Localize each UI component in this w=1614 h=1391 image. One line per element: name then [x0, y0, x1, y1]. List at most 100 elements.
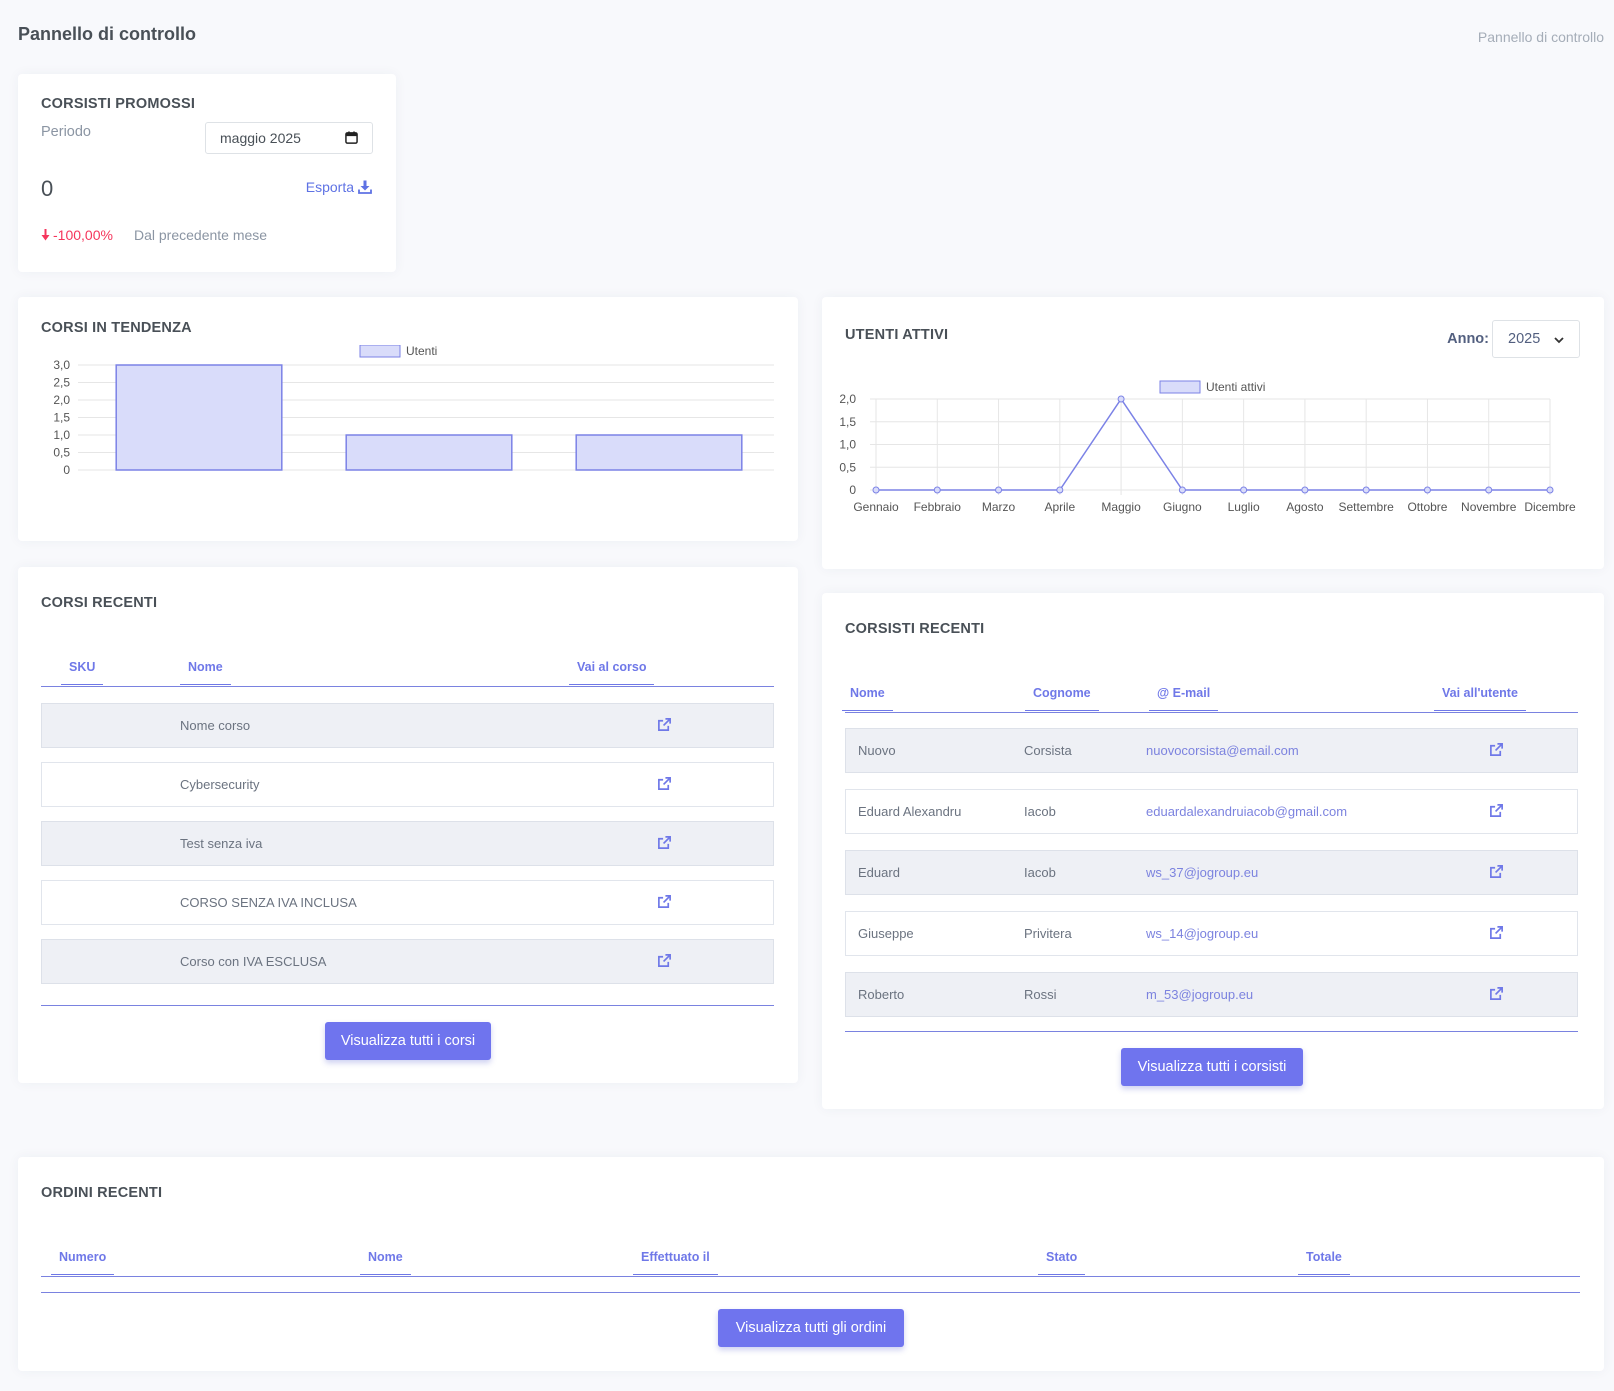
- breadcrumb[interactable]: Pannello di controllo: [1477, 29, 1604, 45]
- external-link-icon[interactable]: [657, 835, 672, 850]
- data-point[interactable]: [1056, 486, 1064, 494]
- course-name: Corso con IVA ESCLUSA: [180, 954, 327, 969]
- student-email[interactable]: ws_37@jogroup.eu: [1146, 865, 1259, 880]
- column-header-sku[interactable]: SKU: [61, 660, 104, 685]
- view-all-courses-button[interactable]: Visualizza tutti i corsi: [325, 1022, 491, 1060]
- student-email[interactable]: ws_14@jogroup.eu: [1146, 926, 1259, 941]
- course-name: Cybersecurity: [180, 777, 260, 792]
- student-email[interactable]: eduardalexandruiacob@gmail.com: [1146, 804, 1348, 819]
- x-tick-label: Settembre: [1339, 500, 1395, 514]
- data-point[interactable]: [1423, 486, 1431, 494]
- calendar-icon: [345, 131, 358, 144]
- column-header-vai-all-utente[interactable]: Vai all'utente: [1434, 686, 1526, 711]
- y-tick-label: 3,0: [53, 358, 70, 372]
- x-tick-label: Febbraio: [914, 500, 962, 514]
- legend-label: Utenti attivi: [1206, 380, 1265, 394]
- student-first-name: Eduard Alexandru: [858, 804, 962, 819]
- column-header-numero[interactable]: Numero: [51, 1250, 115, 1275]
- external-link-icon[interactable]: [1489, 742, 1504, 757]
- y-tick-label: 2,5: [53, 376, 70, 390]
- y-tick-label: 1,0: [839, 438, 856, 452]
- external-link-icon[interactable]: [1489, 986, 1504, 1001]
- external-link-icon[interactable]: [657, 894, 672, 909]
- column-header-nome[interactable]: Nome: [360, 1250, 411, 1275]
- external-link-icon[interactable]: [657, 776, 672, 791]
- student-email[interactable]: nuovocorsista@email.com: [1146, 743, 1299, 758]
- table-row: Nome corso: [41, 703, 774, 748]
- card-title: UTENTI ATTIVI: [845, 327, 949, 343]
- table-row: Corso con IVA ESCLUSA: [41, 939, 774, 984]
- table-row: Giuseppe Privitera ws_14@jogroup.eu: [845, 911, 1578, 956]
- column-header-totale[interactable]: Totale: [1298, 1250, 1350, 1275]
- course-name: CORSO SENZA IVA INCLUSA: [180, 895, 357, 910]
- export-link[interactable]: Esporta: [306, 179, 372, 195]
- trending-courses-card: CORSI IN TENDENZA Utenti 0 0,5 1,0 1,5 2,0 2,5…: [18, 297, 798, 541]
- external-link-icon[interactable]: [657, 717, 672, 732]
- data-point[interactable]: [933, 486, 941, 494]
- student-first-name: Nuovo: [858, 743, 896, 758]
- table-header-divider: [845, 712, 1578, 713]
- delta-value: -100,00%: [53, 227, 113, 243]
- recent-students-card: CORSISTI RECENTI Nome Cognome @ E-mail V…: [822, 593, 1604, 1109]
- data-point[interactable]: [1240, 486, 1248, 494]
- y-tick-label: 0,5: [53, 446, 70, 460]
- x-tick-label: Marzo: [982, 500, 1016, 514]
- x-tick-label: Aprile: [1044, 500, 1075, 514]
- column-header-cognome[interactable]: Cognome: [1025, 686, 1099, 711]
- chart-legend[interactable]: Utenti attivi: [1159, 380, 1265, 394]
- x-tick-label: Novembre: [1461, 500, 1517, 514]
- view-all-orders-button[interactable]: Visualizza tutti gli ordini: [718, 1309, 904, 1347]
- data-point[interactable]: [995, 486, 1003, 494]
- chevron-down-icon: [1554, 337, 1564, 344]
- period-month-input[interactable]: maggio 2025: [205, 122, 373, 154]
- at-icon: @: [1157, 686, 1173, 700]
- data-point[interactable]: [1546, 486, 1554, 494]
- course-name: Nome corso: [180, 718, 251, 733]
- bar[interactable]: [115, 364, 283, 471]
- period-label: Periodo: [41, 124, 91, 140]
- download-icon: [358, 180, 372, 194]
- bar[interactable]: [575, 434, 743, 471]
- column-header-stato[interactable]: Stato: [1038, 1250, 1086, 1275]
- year-value: 2025: [1508, 331, 1541, 347]
- data-point[interactable]: [1178, 486, 1186, 494]
- student-last-name: Privitera: [1024, 926, 1072, 941]
- x-tick-label: Giugno: [1163, 500, 1202, 514]
- column-header-effettuato-il[interactable]: Effettuato il: [633, 1250, 718, 1275]
- data-point[interactable]: [1362, 486, 1370, 494]
- y-tick-label: 1,5: [53, 411, 70, 425]
- external-link-icon[interactable]: [1489, 864, 1504, 879]
- legend-label: Utenti: [406, 345, 437, 358]
- x-tick-label: Ottobre: [1407, 500, 1447, 514]
- y-tick-label: 0: [63, 463, 70, 477]
- chart-legend[interactable]: Utenti: [359, 345, 437, 358]
- external-link-icon[interactable]: [657, 953, 672, 968]
- card-title: CORSI RECENTI: [41, 595, 158, 611]
- x-tick-label: Maggio: [1101, 500, 1141, 514]
- student-email[interactable]: m_53@jogroup.eu: [1146, 987, 1254, 1002]
- student-first-name: Roberto: [858, 987, 905, 1002]
- course-name: Test senza iva: [180, 836, 263, 851]
- active-users-card: UTENTI ATTIVI Anno: 2025 Utenti attivi 0 0…: [822, 297, 1604, 569]
- column-header-nome[interactable]: Nome: [842, 686, 893, 711]
- student-first-name: Eduard: [858, 865, 900, 880]
- x-tick-label: Agosto: [1286, 500, 1324, 514]
- data-point[interactable]: [1117, 395, 1125, 403]
- column-header-email[interactable]: @ E-mail: [1149, 686, 1219, 711]
- recent-courses-card: CORSI RECENTI SKU Nome Vai al corso Nome…: [18, 567, 798, 1083]
- table-row: Eduard Iacob ws_37@jogroup.eu: [845, 850, 1578, 895]
- export-label: Esporta: [305, 179, 354, 195]
- data-point[interactable]: [1485, 486, 1493, 494]
- bar[interactable]: [345, 434, 513, 471]
- data-point[interactable]: [1301, 486, 1309, 494]
- data-point[interactable]: [872, 486, 880, 494]
- external-link-icon[interactable]: [1489, 925, 1504, 940]
- table-footer-divider: [41, 1292, 1580, 1293]
- year-select[interactable]: 2025: [1492, 320, 1580, 358]
- view-all-students-button[interactable]: Visualizza tutti i corsisti: [1121, 1048, 1303, 1086]
- column-header-vai-al-corso[interactable]: Vai al corso: [569, 660, 655, 685]
- table-row: Cybersecurity: [41, 762, 774, 807]
- column-header-nome[interactable]: Nome: [180, 660, 231, 685]
- arrow-down-icon: [41, 229, 50, 241]
- external-link-icon[interactable]: [1489, 803, 1504, 818]
